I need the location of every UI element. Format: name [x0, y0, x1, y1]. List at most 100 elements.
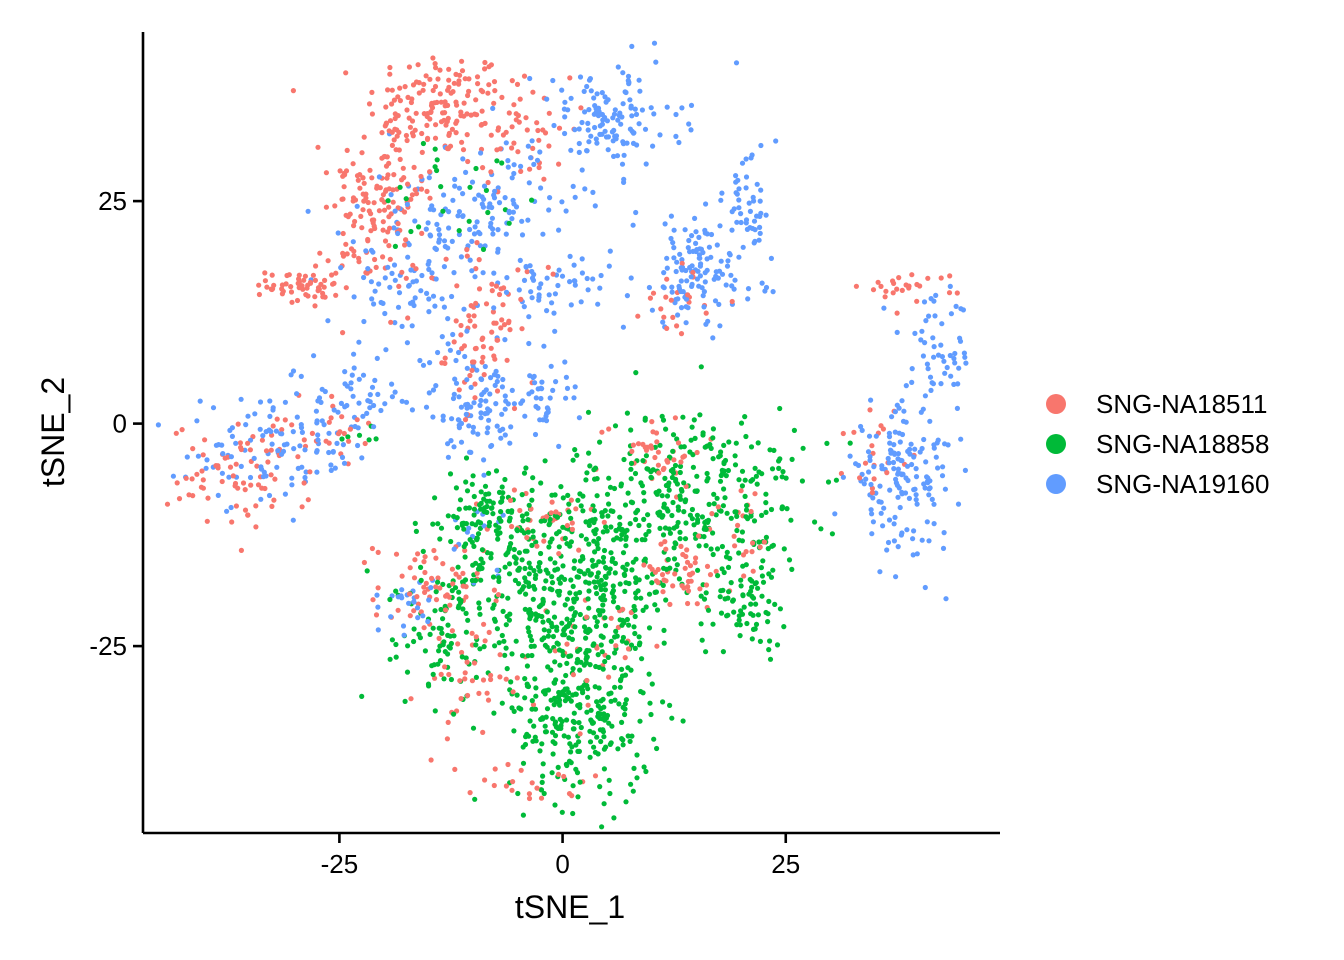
data-point: [619, 736, 625, 742]
data-point: [247, 474, 254, 481]
data-point: [736, 550, 742, 556]
data-point: [585, 287, 591, 293]
data-point: [532, 676, 538, 682]
data-point: [242, 487, 248, 493]
data-point: [862, 460, 869, 466]
data-point: [490, 574, 497, 580]
data-point: [470, 473, 476, 479]
data-point: [404, 137, 410, 144]
data-point: [380, 192, 386, 198]
data-point: [529, 295, 535, 301]
data-point: [450, 197, 456, 203]
data-point: [528, 643, 534, 650]
data-point: [436, 232, 443, 238]
data-point: [391, 225, 397, 231]
data-point: [689, 233, 695, 239]
data-point: [621, 152, 627, 158]
data-point: [509, 651, 515, 657]
data-point: [554, 514, 561, 520]
data-point: [951, 381, 957, 387]
data-point: [251, 455, 257, 461]
data-point: [659, 413, 665, 419]
data-point: [955, 501, 962, 507]
data-point: [540, 773, 546, 779]
data-point: [614, 633, 620, 639]
data-point: [348, 380, 354, 386]
data-point: [422, 554, 428, 560]
data-point: [918, 337, 924, 343]
data-point: [405, 315, 411, 321]
data-point: [912, 446, 918, 452]
data-point: [456, 185, 462, 191]
data-point: [672, 462, 679, 469]
data-point: [663, 578, 669, 584]
data-point: [462, 676, 468, 682]
data-point: [693, 229, 699, 235]
data-point: [592, 476, 598, 482]
data-point: [472, 274, 478, 280]
data-point: [620, 324, 627, 330]
data-point: [756, 539, 762, 545]
data-point: [443, 256, 449, 262]
data-point: [517, 257, 523, 263]
data-point: [613, 528, 619, 534]
data-point: [585, 127, 591, 133]
data-point: [649, 419, 655, 425]
data-point: [403, 399, 410, 405]
data-point: [428, 109, 434, 115]
data-point: [956, 365, 962, 371]
data-point: [894, 402, 900, 408]
data-point: [532, 706, 539, 712]
data-point: [590, 276, 596, 282]
data-point: [469, 359, 476, 365]
data-point: [654, 745, 660, 752]
data-point: [603, 565, 609, 571]
data-point: [354, 203, 360, 209]
data-point: [739, 611, 746, 617]
data-point: [568, 302, 574, 308]
data-point: [606, 475, 612, 481]
data-point: [519, 326, 525, 332]
data-point: [643, 532, 649, 538]
data-point: [372, 377, 378, 383]
data-point: [641, 498, 647, 504]
data-point: [509, 523, 515, 530]
data-point: [183, 475, 189, 481]
data-point: [876, 499, 882, 505]
data-point: [549, 499, 555, 505]
data-point: [634, 752, 640, 758]
data-point: [356, 400, 362, 406]
data-point: [312, 277, 318, 283]
data-point: [755, 585, 761, 591]
data-point: [419, 149, 425, 155]
data-point: [577, 491, 583, 497]
data-point: [174, 480, 180, 486]
data-point: [440, 413, 446, 419]
data-point: [456, 209, 462, 215]
data-point: [558, 722, 564, 729]
data-point: [422, 648, 428, 654]
data-point: [620, 70, 626, 76]
data-point: [291, 446, 297, 452]
data-point: [603, 134, 610, 140]
data-point: [551, 614, 558, 620]
data-point: [454, 102, 460, 108]
data-point: [270, 423, 276, 429]
data-point: [571, 565, 577, 571]
data-point: [659, 514, 665, 520]
data-point: [456, 231, 462, 238]
data-point: [552, 648, 558, 654]
data-point: [302, 447, 308, 453]
data-point: [506, 208, 512, 214]
data-point: [529, 637, 535, 644]
data-point: [518, 168, 524, 174]
data-point: [432, 303, 438, 309]
data-point: [586, 580, 592, 586]
data-point: [511, 140, 517, 146]
data-point: [625, 665, 631, 671]
data-point: [891, 538, 898, 544]
data-point: [644, 574, 650, 580]
data-point: [925, 475, 931, 481]
data-point: [390, 199, 396, 205]
data-point: [532, 380, 538, 386]
